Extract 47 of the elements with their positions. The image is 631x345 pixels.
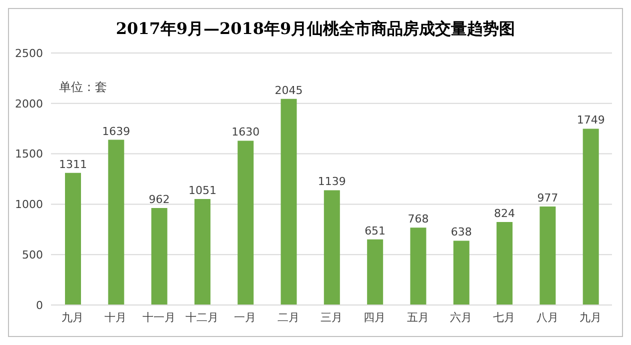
x-tick-label: 三月 bbox=[320, 310, 342, 324]
y-tick-label: 1000 bbox=[15, 198, 43, 212]
bar bbox=[367, 239, 384, 305]
x-tick-label: 一月 bbox=[234, 310, 256, 324]
bar bbox=[280, 98, 297, 305]
data-label: 962 bbox=[148, 193, 170, 206]
annotation: 单位：套 bbox=[59, 79, 107, 96]
data-label: 977 bbox=[537, 192, 558, 205]
data-label: 1139 bbox=[318, 175, 346, 188]
x-tick-label: 七月 bbox=[493, 310, 516, 324]
x-tick-label: 八月 bbox=[536, 310, 558, 324]
bar bbox=[496, 222, 513, 305]
x-tick-label: 四月 bbox=[364, 310, 386, 324]
y-tick-label: 500 bbox=[22, 248, 43, 262]
bar bbox=[238, 140, 254, 305]
bar bbox=[540, 206, 556, 305]
x-tick-label: 十二月 bbox=[186, 310, 219, 324]
data-label: 1311 bbox=[59, 158, 87, 171]
x-tick-label: 六月 bbox=[450, 310, 472, 324]
y-tick-label: 0 bbox=[36, 298, 43, 312]
bar bbox=[65, 172, 81, 305]
bar bbox=[324, 190, 340, 305]
x-tick-label: 九月 bbox=[579, 310, 602, 324]
data-label: 1051 bbox=[188, 184, 216, 198]
data-label: 1630 bbox=[232, 126, 260, 139]
y-tick-label: 1500 bbox=[15, 148, 43, 161]
bar bbox=[151, 208, 168, 305]
data-label: 638 bbox=[450, 226, 472, 239]
data-label: 651 bbox=[364, 224, 386, 238]
chart-title: 2017年9月—2018年9月仙桃全市商品房成交量趋势图 bbox=[114, 19, 516, 40]
bar bbox=[410, 228, 426, 305]
data-label: 2045 bbox=[274, 84, 303, 97]
x-tick-label: 十一月 bbox=[142, 310, 176, 324]
bar bbox=[453, 240, 470, 305]
data-label: 1639 bbox=[102, 124, 130, 138]
y-tick-label: 2500 bbox=[15, 46, 43, 60]
x-tick-label: 九月 bbox=[62, 310, 84, 324]
x-tick-label: 五月 bbox=[406, 310, 429, 324]
data-label: 768 bbox=[408, 212, 429, 226]
bar bbox=[582, 128, 599, 305]
y-tick-label: 2000 bbox=[15, 97, 43, 110]
bar bbox=[108, 140, 124, 305]
x-tick-label: 二月 bbox=[277, 310, 300, 324]
data-label: 1749 bbox=[576, 114, 605, 127]
bar bbox=[194, 199, 210, 305]
x-tick-label: 十月 bbox=[104, 310, 127, 324]
data-label: 824 bbox=[494, 206, 516, 220]
